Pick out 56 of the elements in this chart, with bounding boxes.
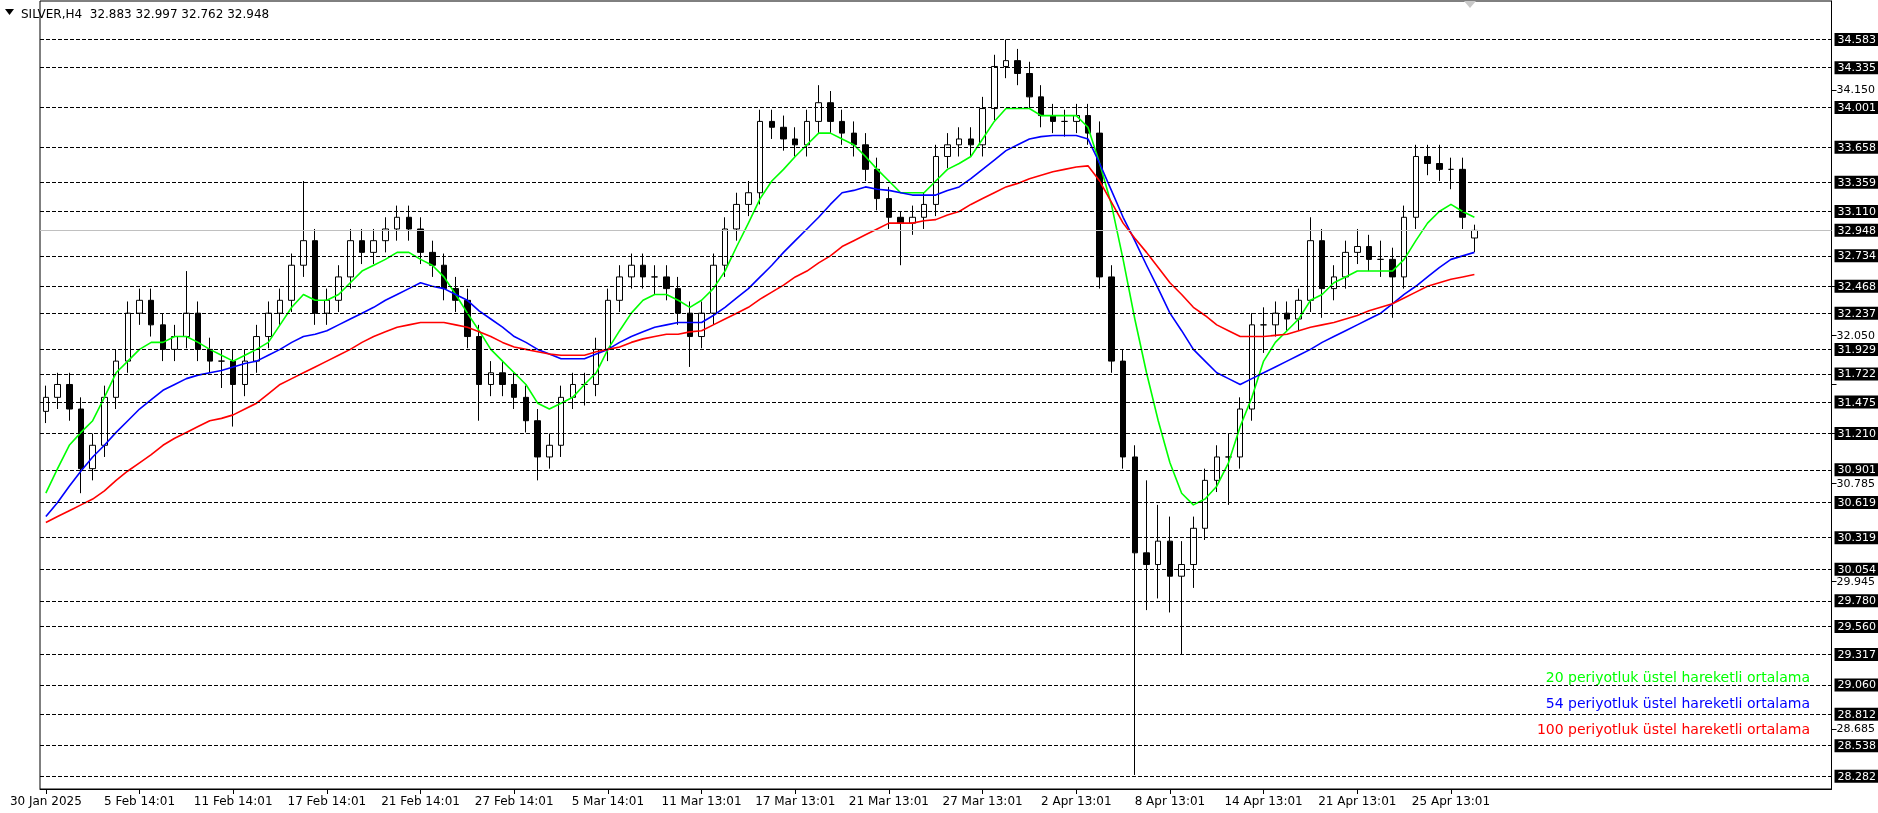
x-tick-label: 5 Feb 14:01 (103, 794, 176, 808)
ref-line-label: 32.948 (1837, 223, 1877, 237)
x-tick-label: 27 Mar 13:01 (942, 794, 1023, 808)
candlestick (546, 433, 553, 470)
x-tick-label: 30 Jan 2025 (9, 794, 82, 808)
x-tick-label: 11 Feb 14:01 (193, 794, 273, 808)
y-tick-label: 34.150 (1836, 83, 1876, 97)
x-tick-label: 8 Apr 13:01 (1134, 794, 1206, 808)
ref-line-label: 34.001 (1837, 100, 1877, 114)
ref-line-label: 32.734 (1837, 249, 1877, 263)
x-tick-label: 27 Feb 14:01 (474, 794, 554, 808)
ref-line-label: 30.054 (1837, 562, 1877, 576)
x-tick-label: 14 Apr 13:01 (1224, 794, 1303, 808)
candlestick (1471, 224, 1478, 253)
ref-line-label: 29.060 (1837, 678, 1877, 692)
y-tick-label: 32.050 (1836, 328, 1876, 342)
text: SILVER,H4 32.883 32.997 32.762 32.948 (21, 7, 270, 21)
ref-line-label: 33.658 (1837, 140, 1877, 154)
ref-line-label: 32.237 (1837, 306, 1877, 320)
x-tick-label: 17 Mar 13:01 (755, 794, 836, 808)
ref-line-label: 29.780 (1837, 594, 1877, 608)
y-tick-label: 30.785 (1836, 476, 1876, 490)
candlestick (1061, 109, 1068, 138)
text: 54 periyotluk üstel hareketli ortalama (1545, 695, 1810, 711)
x-tick-label: 21 Apr 13:01 (1318, 794, 1397, 808)
ref-line-label: 29.317 (1837, 648, 1877, 662)
ref-line-label: 31.929 (1837, 342, 1877, 356)
x-tick-label: 21 Mar 13:01 (848, 794, 929, 808)
ref-line-label: 34.335 (1837, 61, 1877, 75)
x-tick-label: 21 Feb 14:01 (381, 794, 460, 808)
ref-line-label: 33.110 (1837, 204, 1877, 218)
ref-line-label: 28.282 (1837, 769, 1877, 783)
candlestick (769, 109, 775, 140)
x-tick-label: 25 Apr 13:01 (1411, 794, 1491, 808)
x-tick-label: 17 Feb 14:01 (287, 794, 367, 808)
text: 20 periyotluk üstel hareketli ortalama (1545, 669, 1810, 685)
ref-line-label: 31.475 (1837, 395, 1877, 409)
ref-line-label: 28.812 (1837, 707, 1877, 721)
ref-line-label: 30.901 (1837, 463, 1877, 477)
ref-line-label: 32.468 (1837, 279, 1877, 293)
text: 100 periyotluk üstel hareketli ortalama (1536, 721, 1810, 737)
ref-line-label: 31.722 (1837, 367, 1877, 381)
ref-line-label: 34.583 (1837, 33, 1877, 47)
candlestick (839, 109, 845, 146)
x-tick-label: 5 Mar 14:01 (571, 794, 645, 808)
ref-line-label: 29.560 (1837, 619, 1877, 633)
ref-line-label: 31.210 (1837, 427, 1877, 441)
ref-line-label: 30.319 (1837, 531, 1877, 545)
y-tick-label: 28.685 (1836, 722, 1876, 736)
ref-line-label: 30.619 (1837, 496, 1877, 510)
x-tick-label: 11 Mar 13:01 (661, 794, 742, 808)
y-tick-label: 29.945 (1836, 574, 1876, 588)
candlestick (382, 216, 389, 253)
x-tick-label: 2 Apr 13:01 (1040, 794, 1112, 808)
ref-line-label: 28.538 (1837, 739, 1877, 753)
ref-line-label: 33.359 (1837, 175, 1877, 189)
